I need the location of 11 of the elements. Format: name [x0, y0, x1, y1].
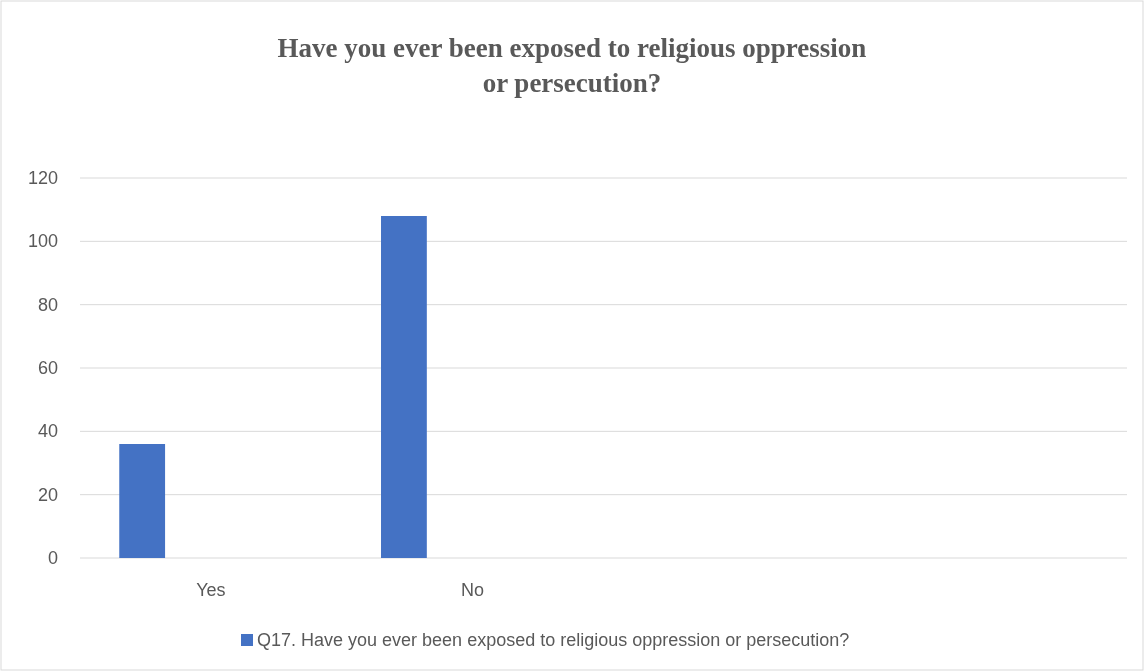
- x-tick-label: Yes: [196, 580, 226, 600]
- y-tick-label: 120: [27, 168, 58, 188]
- x-tick-label: No: [461, 580, 485, 600]
- y-tick-label: 40: [37, 421, 58, 442]
- y-tick-label: 80: [37, 294, 58, 315]
- chart-title: Have you ever been exposed to religious oppression or persecution?: [277, 33, 867, 98]
- y-tick-label: 60: [37, 358, 58, 378]
- y-tick-label: 0: [47, 548, 58, 568]
- y-tick-label: 100: [27, 231, 58, 252]
- y-tick-label: 20: [37, 484, 58, 505]
- legend-label: Q17. Have you ever been exposed to religious oppression or persecution?: [257, 630, 850, 650]
